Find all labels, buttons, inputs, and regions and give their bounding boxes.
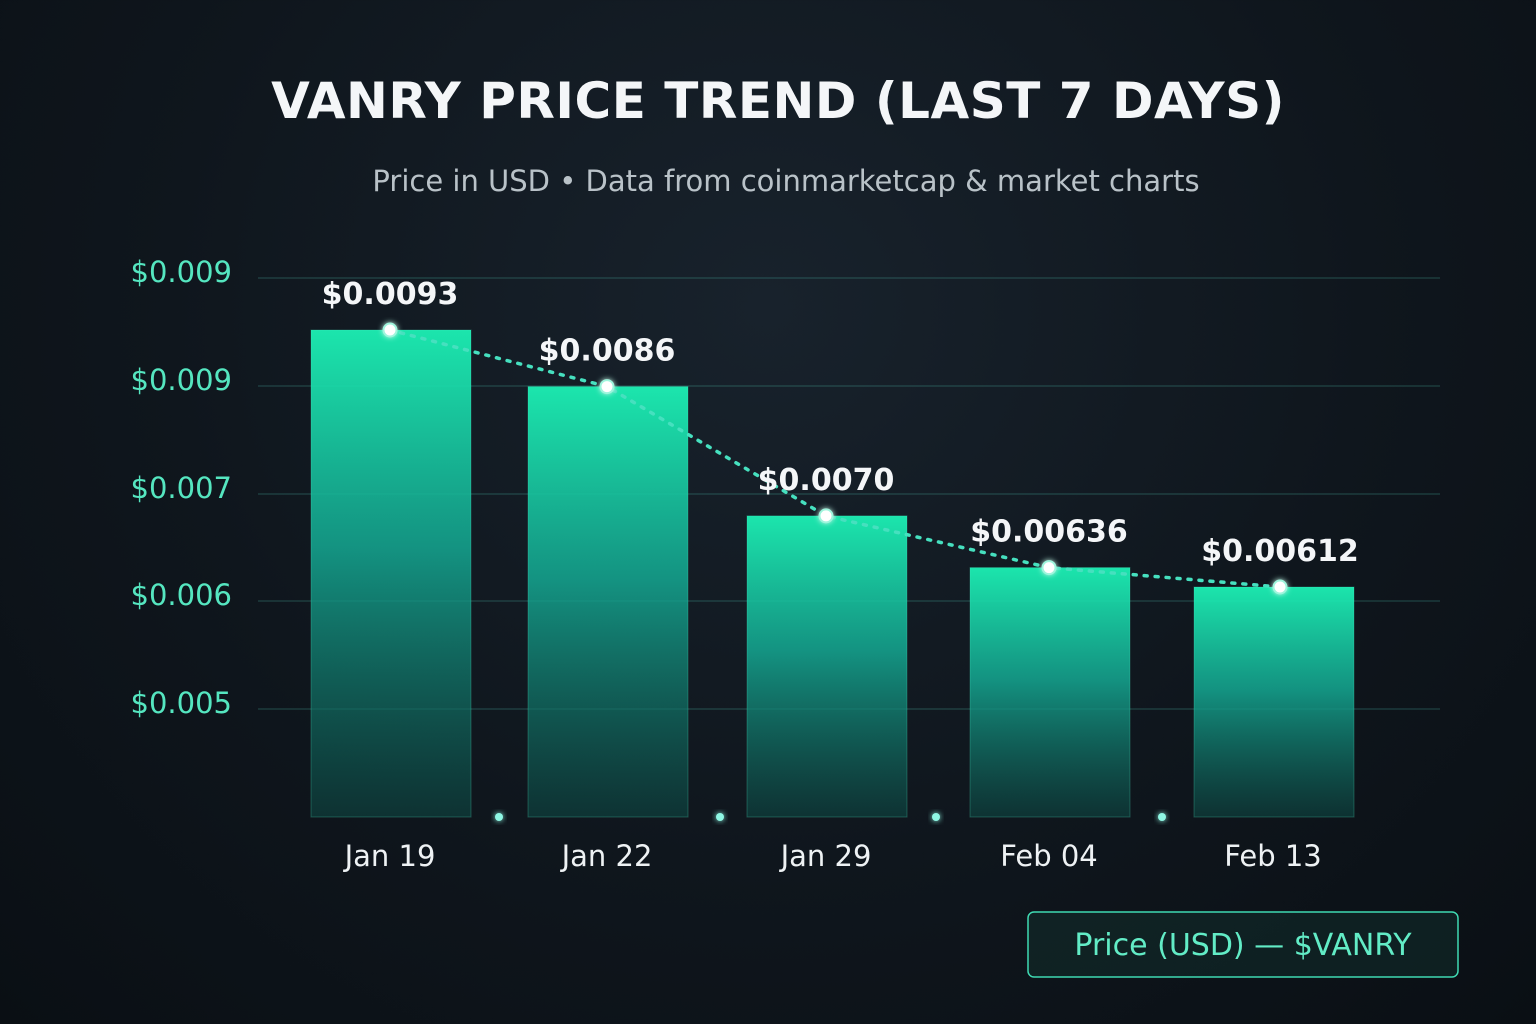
bar bbox=[969, 567, 1131, 818]
y-tick-label: $0.006 bbox=[131, 578, 232, 612]
data-label: $0.0093 bbox=[322, 277, 459, 312]
x-tick-label: Feb 13 bbox=[1224, 839, 1321, 873]
data-label: $0.0070 bbox=[758, 463, 895, 498]
data-label: $0.00612 bbox=[1201, 534, 1359, 569]
y-tick-label: $0.007 bbox=[131, 471, 232, 505]
x-tick-label: Feb 04 bbox=[1000, 839, 1097, 873]
data-point bbox=[1041, 560, 1057, 576]
y-tick-label: $0.009 bbox=[131, 363, 232, 397]
y-axis-ticks: $0.009 $0.009 $0.007 $0.006 $0.005 bbox=[131, 255, 232, 720]
bar bbox=[310, 329, 472, 818]
legend-label: Price (USD) — $VANRY bbox=[1074, 928, 1412, 963]
y-tick-label: $0.005 bbox=[131, 686, 232, 720]
baseline-glow-dot bbox=[716, 813, 724, 821]
bar bbox=[746, 515, 908, 818]
chart-subtitle: Price in USD • Data from coinmarketcap &… bbox=[372, 164, 1200, 198]
x-tick-label: Jan 22 bbox=[560, 839, 653, 873]
data-point bbox=[599, 379, 615, 395]
data-labels: $0.0093 $0.0086 $0.0070 $0.00636 $0.00612 bbox=[322, 277, 1359, 569]
baseline-glow-dot bbox=[1158, 813, 1166, 821]
legend-box bbox=[1027, 911, 1459, 978]
data-label: $0.00636 bbox=[970, 515, 1128, 550]
data-label: $0.0086 bbox=[539, 334, 676, 369]
trend-line bbox=[388, 328, 1282, 589]
baseline-glow-dot bbox=[495, 813, 503, 821]
x-tick-label: Jan 29 bbox=[779, 839, 872, 873]
bars bbox=[256, 329, 1428, 821]
baseline-glow-dot bbox=[932, 813, 940, 821]
data-point bbox=[818, 508, 834, 524]
data-point bbox=[382, 322, 398, 338]
x-axis-ticks: Jan 19 Jan 22 Jan 29 Feb 04 Feb 13 bbox=[343, 839, 1322, 873]
y-tick-label: $0.009 bbox=[131, 255, 232, 289]
x-tick-label: Jan 19 bbox=[343, 839, 436, 873]
data-point bbox=[1272, 579, 1288, 595]
trend-line-layer bbox=[382, 322, 1288, 595]
bar bbox=[527, 386, 689, 818]
legend: Price (USD) — $VANRY bbox=[1027, 911, 1459, 978]
bar bbox=[1193, 586, 1355, 818]
chart-title: VANRY PRICE TREND (LAST 7 DAYS) bbox=[271, 72, 1285, 130]
